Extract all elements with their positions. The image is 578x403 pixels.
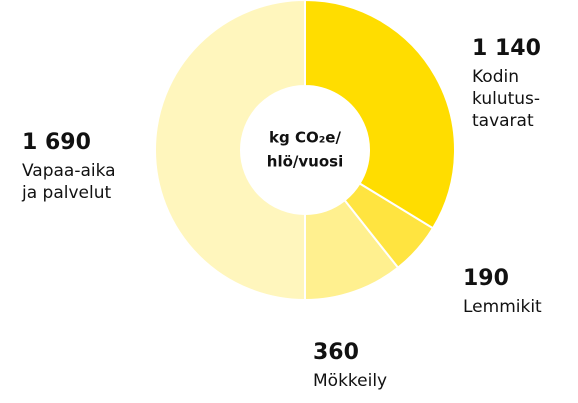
slice-label: 1 690 Vapaa-aika ja palvelut: [22, 130, 116, 204]
slice-label: 1 140 Kodin kulutus- tavarat: [472, 36, 541, 132]
category-label: Kodin kulutus- tavarat: [472, 67, 541, 131]
slice-label: 190 Lemmikit: [463, 266, 542, 318]
category-label: Vapaa-aika ja palvelut: [22, 161, 116, 203]
donut-slice: [154, 0, 306, 302]
value-label: 1 140: [472, 36, 541, 61]
value-label: 360: [313, 340, 359, 365]
donut-slice: [304, 0, 456, 230]
value-label: 1 690: [22, 130, 91, 155]
donut-slice: [343, 181, 435, 270]
value-label: 190: [463, 266, 509, 291]
center-label: kg CO₂e/: [269, 129, 341, 147]
category-label: Lemmikit: [463, 297, 542, 317]
center-label: hlö/vuosi: [267, 153, 343, 171]
slice-label: 360 Mökkeily: [313, 340, 387, 392]
category-label: Mökkeily: [313, 371, 388, 391]
donut-slice: [304, 198, 400, 302]
